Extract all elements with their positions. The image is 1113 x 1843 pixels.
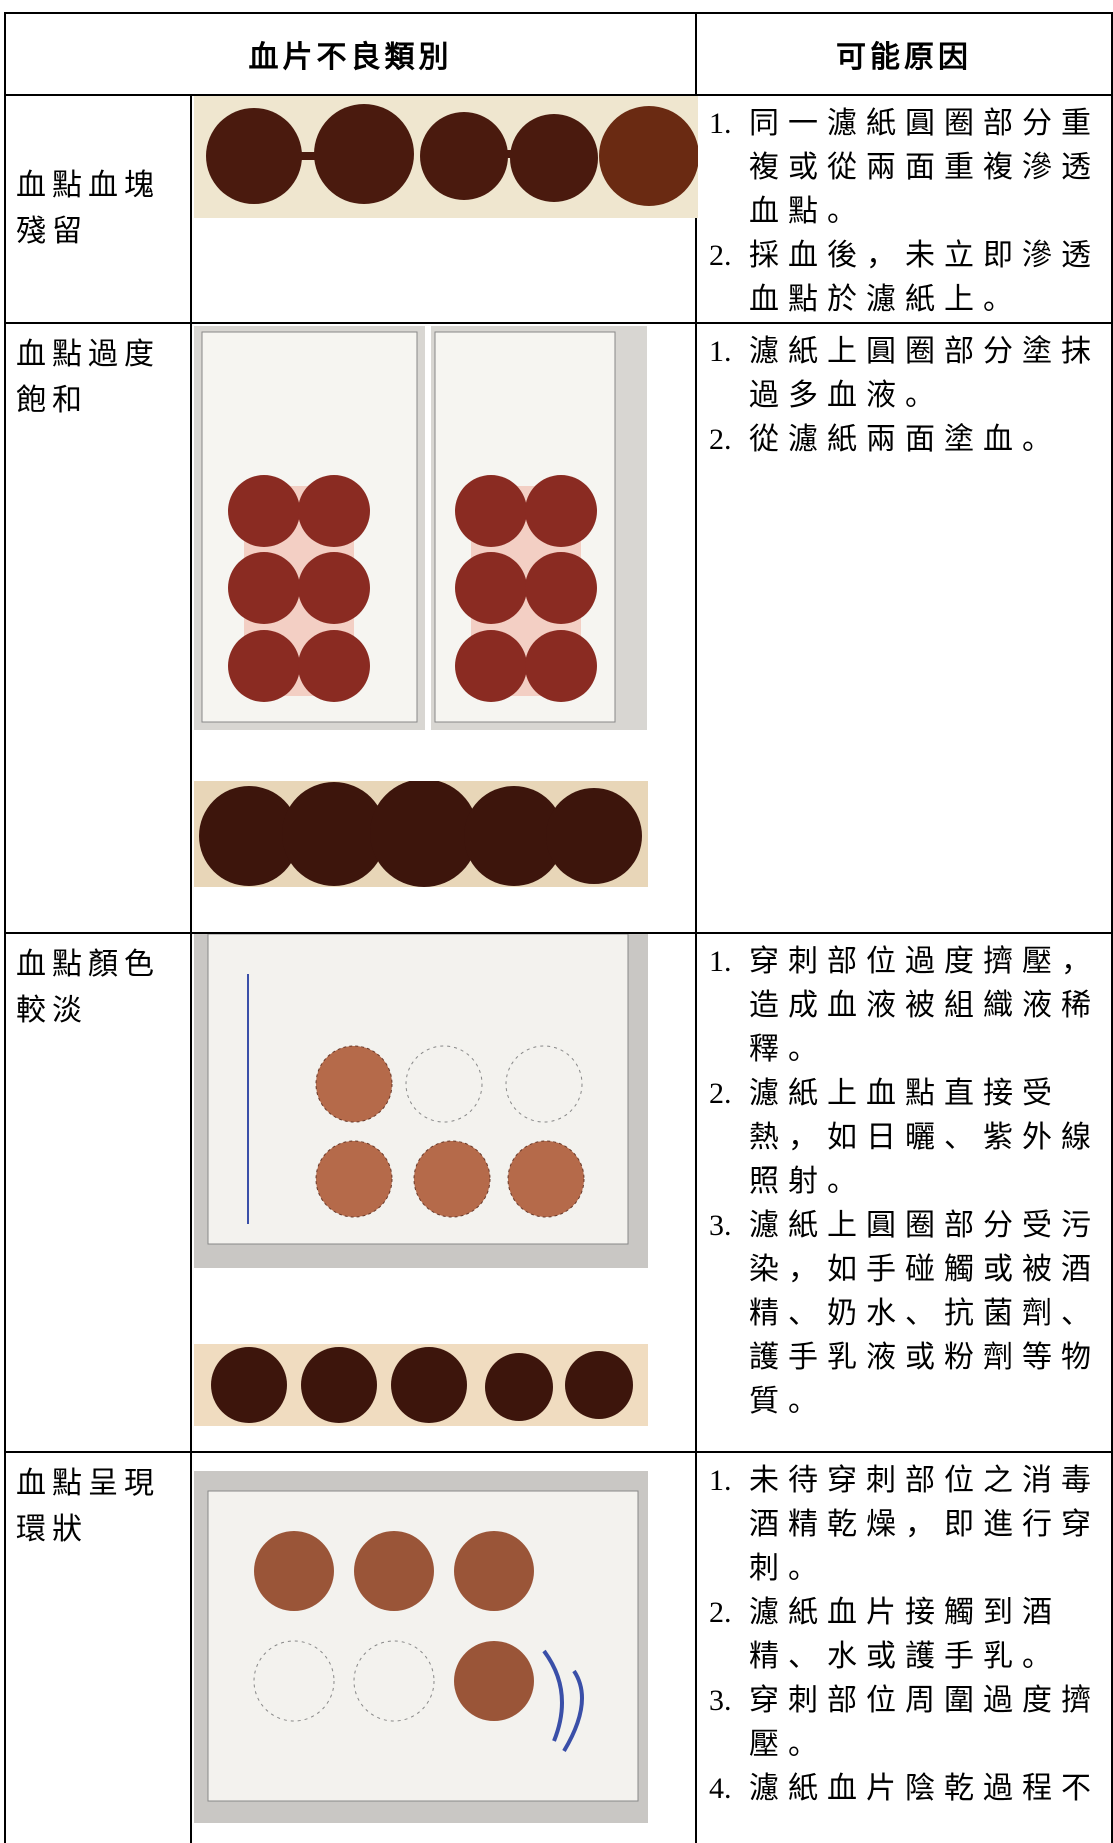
photo [431,326,647,730]
cause-text: 穿刺部位周圍過度擠壓。 [749,1684,1100,1761]
cause-number: 1. [709,107,732,140]
cause-text: 未待穿刺部位之消毒酒精乾燥，即進行穿刺。 [749,1464,1100,1585]
cause-number: 2. [709,1596,732,1629]
photo [194,1471,648,1823]
photo [194,326,425,730]
cause-item: 1. 濾紙上圓圈部分塗抹過多血液。 [709,330,1105,418]
causes: 1. 同一濾紙圓圈部分重複或從兩面重複滲透血點。 2. 採血後，未立即滲透血點於濾紙上… [695,94,1113,324]
defect-table: 血片不良類別 可能原因 血點血塊殘留 1. 同一濾紙圓圈部分重複或從兩面重複滲透血… [4,12,1113,1843]
cause-text: 濾紙血片接觸到酒精、水或護手乳。 [749,1596,1061,1673]
cause-text: 同一濾紙圓圈部分重複或從兩面重複滲透血點。 [749,107,1100,228]
photo-cell [190,1451,697,1843]
category: 血點血塊殘留 [4,94,192,324]
cause-number: 4. [709,1772,732,1805]
cause-number: 3. [709,1684,732,1717]
header-category: 血片不良類別 [4,12,697,96]
cause-text: 濾紙上血點直接受熱，如日曬、紫外線照射。 [749,1077,1100,1198]
photo-cell [190,94,698,324]
cause-item: 1. 同一濾紙圓圈部分重複或從兩面重複滲透血點。 [709,102,1105,234]
category: 血點顏色較淡 [4,932,192,1453]
cause-item: 3. 濾紙上圓圈部分受污染，如手碰觸或被酒精、奶水、抗菌劑、護手乳液或粉劑等物質。 [709,1204,1105,1424]
cause-item: 2. 從濾紙兩面塗血。 [709,418,1105,462]
causes: 1. 未待穿刺部位之消毒酒精乾燥，即進行穿刺。 2. 濾紙血片接觸到酒精、水或護手乳。… [695,1451,1113,1843]
photo [194,934,648,1268]
cause-number: 1. [709,945,732,978]
cause-item: 2. 濾紙上血點直接受熱，如日曬、紫外線照射。 [709,1072,1105,1204]
cause-text: 採血後，未立即滲透血點於濾紙上。 [749,239,1100,316]
photo [194,96,698,218]
cause-item: 4. 濾紙血片陰乾過程不 [709,1767,1105,1811]
cause-text: 穿刺部位過度擠壓，造成血液被組織液稀釋。 [749,945,1100,1066]
category: 血點呈現環狀 [4,1451,192,1843]
cause-number: 2. [709,1077,732,1110]
cause-item: 1. 穿刺部位過度擠壓，造成血液被組織液稀釋。 [709,940,1105,1072]
cause-item: 3. 穿刺部位周圍過度擠壓。 [709,1679,1105,1767]
cause-number: 2. [709,239,732,272]
cause-text: 從濾紙兩面塗血。 [749,423,1061,456]
header-cause: 可能原因 [695,12,1113,96]
cause-number: 2. [709,423,732,456]
cause-item: 2. 濾紙血片接觸到酒精、水或護手乳。 [709,1591,1105,1679]
photo-cell [190,322,697,934]
photo-cell [190,932,697,1453]
category: 血點過度飽和 [4,322,192,934]
photo [194,1344,648,1426]
cause-item: 1. 未待穿刺部位之消毒酒精乾燥，即進行穿刺。 [709,1459,1105,1591]
cause-item: 2. 採血後，未立即滲透血點於濾紙上。 [709,234,1105,322]
cause-number: 3. [709,1209,732,1242]
cause-text: 濾紙上圓圈部分受污染，如手碰觸或被酒精、奶水、抗菌劑、護手乳液或粉劑等物質。 [749,1209,1100,1418]
photo [194,781,648,887]
causes: 1. 穿刺部位過度擠壓，造成血液被組織液稀釋。 2. 濾紙上血點直接受熱，如日曬、紫外… [695,932,1113,1453]
cause-text: 濾紙血片陰乾過程不 [749,1772,1100,1805]
cause-number: 1. [709,1464,732,1497]
cause-text: 濾紙上圓圈部分塗抹過多血液。 [749,335,1100,412]
causes: 1. 濾紙上圓圈部分塗抹過多血液。 2. 從濾紙兩面塗血。 [695,322,1113,934]
cause-number: 1. [709,335,732,368]
